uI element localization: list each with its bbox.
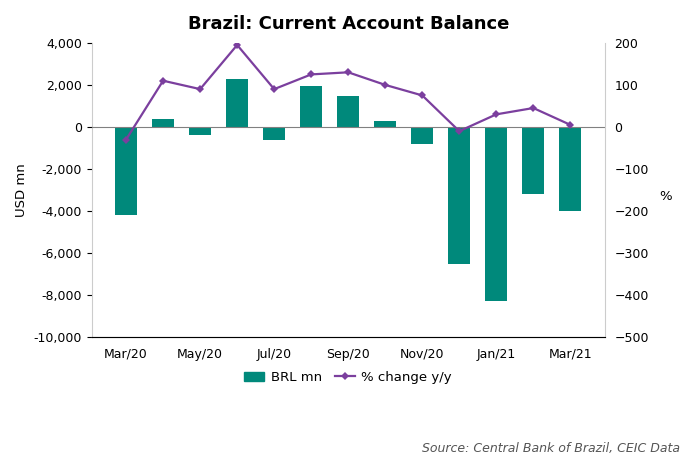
Bar — [226, 79, 248, 127]
Legend: BRL mn, % change y/y: BRL mn, % change y/y — [239, 366, 458, 389]
Title: Brazil: Current Account Balance: Brazil: Current Account Balance — [188, 15, 509, 33]
Bar — [337, 96, 359, 127]
% change y/y — [529, 105, 537, 111]
Bar — [115, 127, 137, 215]
Bar — [411, 127, 433, 144]
% change y/y — [159, 78, 167, 84]
% change y/y — [307, 72, 315, 77]
Bar — [522, 127, 545, 194]
Bar — [485, 127, 508, 301]
Bar — [189, 127, 211, 135]
% change y/y — [381, 82, 390, 88]
% change y/y — [233, 42, 241, 48]
Bar — [448, 127, 471, 264]
Bar — [152, 118, 174, 127]
% change y/y — [344, 69, 352, 75]
Bar — [300, 86, 322, 127]
Y-axis label: %: % — [660, 190, 672, 203]
Y-axis label: USD mn: USD mn — [15, 163, 28, 217]
% change y/y — [566, 122, 574, 128]
% change y/y — [122, 137, 131, 142]
Text: Source: Central Bank of Brazil, CEIC Data: Source: Central Bank of Brazil, CEIC Dat… — [422, 442, 680, 455]
% change y/y — [492, 112, 500, 117]
Bar — [263, 127, 285, 139]
Line: % change y/y: % change y/y — [123, 42, 574, 143]
% change y/y — [418, 93, 427, 98]
% change y/y — [455, 128, 464, 134]
% change y/y — [196, 86, 204, 92]
Bar — [374, 121, 396, 127]
% change y/y — [270, 86, 278, 92]
Bar — [559, 127, 581, 211]
